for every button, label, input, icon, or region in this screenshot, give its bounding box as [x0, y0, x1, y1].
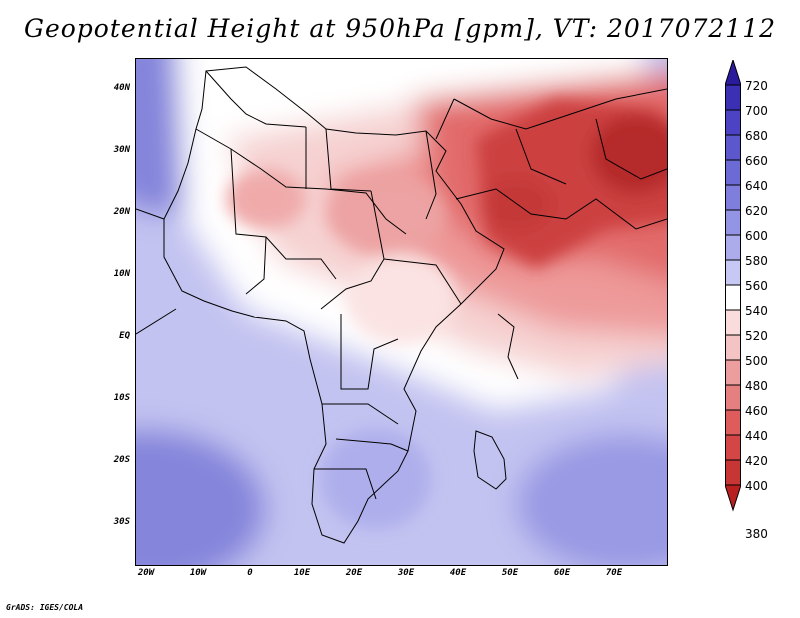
colorbar-label: 520 [745, 329, 768, 343]
colorbar-label: 440 [745, 429, 768, 443]
colorbar-label: 460 [745, 404, 768, 418]
credit-text: GrADS: IGES/COLA [6, 603, 84, 612]
lat-tick-label: 10S [113, 393, 130, 403]
colorbar-label: 420 [745, 454, 768, 468]
lon-tick-label: 20E [345, 568, 363, 578]
colorbar-swatch [725, 459, 741, 486]
colorbar-swatch [725, 209, 741, 236]
lon-tick-label: 40E [449, 568, 467, 578]
lon-tick-label: 50E [501, 568, 519, 578]
map-panel [135, 58, 668, 566]
lon-tick-label: 10E [293, 568, 311, 578]
colorbar-swatch [725, 384, 741, 411]
colorbar-label: 720 [745, 79, 768, 93]
lat-tick-label: EQ [119, 331, 130, 341]
lat-tick-label: 40N [113, 83, 130, 93]
colorbar-label: 640 [745, 179, 768, 193]
lon-tick-label: 30E [397, 568, 415, 578]
lat-tick-label: 30N [113, 145, 130, 155]
colorbar-label: 560 [745, 279, 768, 293]
colorbar-swatch [725, 359, 741, 386]
lat-tick-label: 20S [113, 455, 130, 465]
colorbar-swatch [725, 309, 741, 336]
colorbar-label: 580 [745, 254, 768, 268]
colorbar-label: 400 [745, 479, 768, 493]
lon-tick-label: 60E [553, 568, 571, 578]
colorbar-swatch [725, 259, 741, 286]
lon-tick-label: 0 [247, 568, 253, 578]
lat-tick-label: 20N [113, 207, 130, 217]
colorbar-bottom-arrow [725, 484, 741, 512]
colorbar-swatch [725, 284, 741, 311]
country-borders [136, 66, 667, 544]
chart-title: Geopotential Height at 950hPa [gpm], VT:… [23, 14, 777, 43]
colorbar-label: 620 [745, 204, 768, 218]
colorbar-label: 380 [745, 527, 768, 541]
colorbar-label: 660 [745, 154, 768, 168]
lat-tick-label: 30S [113, 517, 130, 527]
colorbar-label: 700 [745, 104, 768, 118]
colorbar-swatch [725, 434, 741, 461]
colorbar-swatch [725, 409, 741, 436]
colorbar-label: 540 [745, 304, 768, 318]
colorbar-swatch [725, 84, 741, 111]
lat-tick-label: 10N [113, 269, 130, 279]
colorbar [725, 60, 741, 512]
colorbar-swatch [725, 109, 741, 136]
height-field-map [136, 59, 667, 565]
colorbar-label: 500 [745, 354, 768, 368]
colorbar-swatch [725, 159, 741, 186]
lon-tick-label: 10W [189, 568, 207, 578]
colorbar-swatch [725, 234, 741, 261]
lon-tick-label: 20W [137, 568, 155, 578]
colorbar-swatch [725, 134, 741, 161]
colorbar-label: 480 [745, 379, 768, 393]
colorbar-label: 600 [745, 229, 768, 243]
lon-tick-label: 70E [605, 568, 623, 578]
colorbar-swatch [725, 334, 741, 361]
colorbar-label: 680 [745, 129, 768, 143]
colorbar-top-arrow [725, 60, 741, 86]
colorbar-swatch [725, 184, 741, 211]
